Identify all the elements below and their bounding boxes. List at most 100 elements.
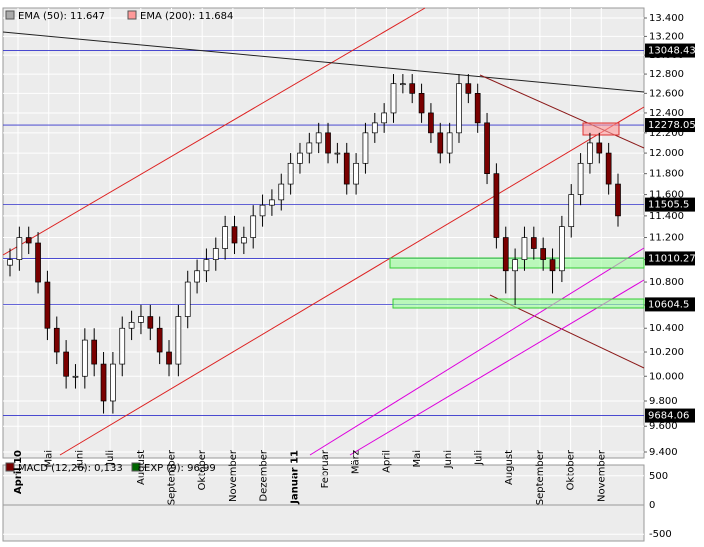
- candle-body: [315, 132, 322, 144]
- candle-body: [44, 281, 51, 329]
- candle-body: [456, 83, 462, 134]
- support-zone: [392, 298, 645, 309]
- candle-body: [306, 142, 313, 154]
- y-tick-label: 9.600: [649, 421, 678, 432]
- legend-swatch: [5, 10, 15, 20]
- candle-body: [231, 226, 238, 244]
- y-tick-label: 9.400: [649, 447, 678, 458]
- trend-line: [2, 31, 645, 93]
- x-tick-label: Oktober: [566, 449, 577, 490]
- candle-body: [175, 316, 182, 365]
- candle-body: [119, 327, 126, 365]
- candle-body: [559, 226, 565, 272]
- y-tick-label: 10.400: [649, 323, 684, 334]
- candle-body: [287, 162, 294, 185]
- candle-body: [110, 363, 116, 402]
- level-label: 9684.06: [648, 411, 689, 422]
- macd-area: [2, 464, 645, 542]
- level-tag: [645, 197, 695, 212]
- candle-body: [203, 259, 210, 272]
- candle-body: [53, 327, 60, 353]
- candle-body: [400, 83, 406, 86]
- candle-body: [100, 363, 107, 402]
- candle-body: [390, 83, 397, 114]
- candle-body: [353, 162, 359, 185]
- x-tick-label: Juli: [105, 450, 116, 466]
- candle-body: [16, 237, 23, 260]
- trend-line: [2, 7, 426, 256]
- legend: EMA (50): 11.647 EMA (200): 11.684 MACD …: [5, 10, 233, 474]
- candle-body: [615, 183, 621, 217]
- candle-body: [446, 132, 453, 154]
- trend-line: [59, 106, 645, 456]
- candle-body: [63, 351, 69, 377]
- y-tick-label: 11.200: [649, 233, 684, 244]
- candle-body: [362, 132, 369, 164]
- level-tag: [645, 118, 695, 133]
- candle-body: [371, 122, 378, 134]
- y-tick-label: 12.200: [649, 128, 684, 139]
- candle-body: [325, 132, 331, 154]
- x-tick-label: Juni: [74, 450, 85, 469]
- candle-body: [409, 83, 416, 94]
- trend-line: [309, 247, 645, 456]
- level-label: 13048.43: [648, 46, 696, 57]
- candle-body: [474, 93, 481, 124]
- x-tick-label: August: [136, 450, 147, 485]
- x-tick-label: August: [504, 450, 515, 485]
- candle-body: [437, 132, 444, 154]
- x-tick-label: Juli: [474, 450, 485, 466]
- y-tick-label: 10.800: [649, 277, 684, 288]
- trend-line: [349, 279, 645, 456]
- y-tick-label: 10.200: [649, 347, 684, 358]
- y-tick-label: 11.600: [649, 190, 684, 201]
- candle-body: [530, 237, 537, 249]
- level-tag: [645, 297, 695, 312]
- candle-body: [587, 142, 593, 164]
- candle-body: [240, 237, 247, 244]
- y-tick-label: 13.200: [649, 31, 684, 42]
- candle-body: [278, 183, 285, 201]
- candle-body: [493, 173, 500, 238]
- level-tag: [645, 43, 695, 58]
- y-tick-label: 12.800: [649, 69, 684, 80]
- candle-body: [418, 93, 425, 114]
- y-tick-label: 12.600: [649, 88, 684, 99]
- level-label: 12278.05: [648, 120, 696, 131]
- x-tick-label: März: [351, 450, 362, 474]
- candle-body: [334, 152, 341, 155]
- y-tick-label: 9.800: [649, 396, 678, 407]
- x-tick-label: Mai: [44, 450, 55, 468]
- candle-body: [465, 83, 472, 94]
- legend-label: EMA (50): 11.647: [18, 11, 105, 22]
- level-label: 10604.5: [648, 299, 689, 310]
- y-tick-label: 11.800: [649, 169, 684, 180]
- y-tick-label: 500: [649, 471, 668, 482]
- legend-swatch: [127, 10, 137, 20]
- y-tick-label: 10.000: [649, 371, 684, 382]
- candle-body: [81, 339, 88, 377]
- level-tag: [645, 408, 695, 423]
- legend-label: MACD (12,26): 0,133: [18, 463, 123, 474]
- candle-body: [484, 122, 490, 175]
- level-label: 11505.5: [648, 200, 689, 211]
- legend-swatch: [131, 462, 141, 472]
- candle-body: [297, 152, 303, 164]
- candle-body: [7, 259, 13, 266]
- x-tick-label: Januar 11: [289, 450, 300, 505]
- y-tick-label: -500: [649, 529, 672, 540]
- candle-body: [512, 259, 518, 272]
- candle-body: [128, 322, 135, 329]
- candle-body: [166, 351, 172, 365]
- legend-swatch: [5, 462, 15, 472]
- x-tick-label: Oktober: [197, 449, 208, 490]
- legend-label: EXP (9): 96,99: [144, 463, 216, 474]
- y-tick-label: 12.400: [649, 108, 684, 119]
- resistance-zone: [582, 122, 620, 136]
- y-tick-label: 0: [649, 500, 655, 511]
- plot-area: [2, 7, 645, 459]
- candle-body: [549, 259, 556, 272]
- candle-body: [194, 270, 200, 283]
- x-tick-label: September: [167, 449, 178, 505]
